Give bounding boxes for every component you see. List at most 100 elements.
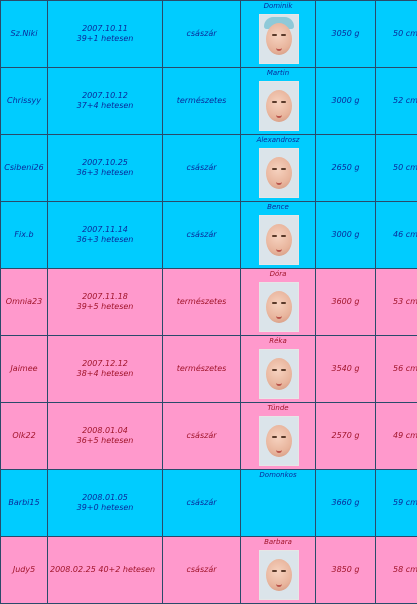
birth-weight-cell: 3850 g [316,537,376,604]
baby-photo-cell: Barbara [241,537,316,604]
birth-length-cell: 50 cm [376,1,417,68]
gestational-age: 36+3 hetesen [50,168,160,178]
birth-length: 59 cm [393,498,417,507]
birth-date: 2007.12.12 [50,359,160,369]
birth-date: 2007.10.11 [50,24,160,34]
baby-name: Dominik [243,2,313,10]
gestational-age: 39+1 hetesen [50,34,160,44]
baby-photo [259,550,299,600]
baby-photo-wrapper: Dóra [243,269,313,335]
username: Csibeni26 [4,163,43,172]
birth-weight: 3000 g [332,96,360,105]
gestational-age: 36+5 hetesen [50,436,160,446]
username-cell: Jaimee [1,336,48,403]
birth-length-cell: 49 cm [376,403,417,470]
birth-length-cell: 46 cm [376,202,417,269]
birth-date: 2007.11.18 [50,292,160,302]
birth-weight: 3850 g [332,565,360,574]
delivery-type-cell: császár [163,403,241,470]
delivery-type-cell: természetes [163,336,241,403]
birth-length-cell: 58 cm [376,537,417,604]
delivery-type-cell: császár [163,202,241,269]
birth-date: 2007.10.25 [50,158,160,168]
birth-date: 2008.02.25 [50,565,96,574]
birth-weight-cell: 3000 g [316,202,376,269]
birth-weight: 3600 g [332,297,360,306]
delivery-type-cell: császár [163,1,241,68]
birth-length: 52 cm [393,96,417,105]
birth-date: 2008.01.05 [50,493,160,503]
baby-photo-cell: Bence [241,202,316,269]
birth-date: 2007.11.14 [50,225,160,235]
username-cell: Fix.b [1,202,48,269]
birth-length-cell: 53 cm [376,269,417,336]
username: Barbi15 [8,498,39,507]
gestational-age: 39+5 hetesen [50,302,160,312]
baby-photo-wrapper: Dominik [243,1,313,67]
delivery-type: császár [186,431,216,440]
birth-length: 46 cm [393,230,417,239]
birth-date: 2008.01.04 [50,426,160,436]
username-cell: Olk22 [1,403,48,470]
baby-name: Réka [243,337,313,345]
baby-name: Bence [243,203,313,211]
username: Olk22 [12,431,35,440]
username: Sz.Niki [11,29,38,38]
delivery-type-cell: császár [163,470,241,537]
delivery-type: természetes [177,96,227,105]
birth-weight: 2650 g [332,163,360,172]
baby-name: Domonkos [243,471,313,479]
baby-photo-cell: Dóra [241,269,316,336]
delivery-type: természetes [177,364,227,373]
baby-photo-cell: Réka [241,336,316,403]
birth-weight: 2570 g [332,431,360,440]
baby-photo [259,349,299,399]
birth-length-cell: 59 cm [376,470,417,537]
delivery-type: természetes [177,297,227,306]
username-cell: Omnia23 [1,269,48,336]
baby-photo [259,215,299,265]
delivery-type: császár [186,29,216,38]
delivery-type-cell: császár [163,537,241,604]
username: Jaimee [10,364,37,373]
baby-photo [259,81,299,131]
baby-name: Martin [243,69,313,77]
delivery-type: császár [186,230,216,239]
baby-name: Dóra [243,270,313,278]
birth-length: 49 cm [393,431,417,440]
birth-weight-cell: 3660 g [316,470,376,537]
birth-weight: 3660 g [332,498,360,507]
birth-weight-cell: 2650 g [316,135,376,202]
baby-name: Tünde [243,404,313,412]
username-cell: Barbi15 [1,470,48,537]
delivery-type-cell: természetes [163,269,241,336]
delivery-type: császár [186,498,216,507]
baby-photo-cell: Tünde [241,403,316,470]
gestational-age: 39+0 hetesen [50,503,160,513]
gestational-age: 36+3 hetesen [50,235,160,245]
username: Fix.b [14,230,33,239]
baby-photo [259,282,299,332]
baby-photo-cell: Alexandrosz [241,135,316,202]
baby-photo-wrapper: Tünde [243,403,313,469]
username: Judy5 [13,565,35,574]
username: Chrissyy [7,96,41,105]
delivery-type: császár [186,163,216,172]
birth-weight-cell: 3050 g [316,1,376,68]
username: Omnia23 [6,297,42,306]
baby-photo-wrapper: Domonkos [243,470,313,536]
birth-length: 53 cm [393,297,417,306]
birth-weight-cell: 3000 g [316,68,376,135]
baby-photo-cell: Domonkos [241,470,316,537]
delivery-type: császár [186,565,216,574]
